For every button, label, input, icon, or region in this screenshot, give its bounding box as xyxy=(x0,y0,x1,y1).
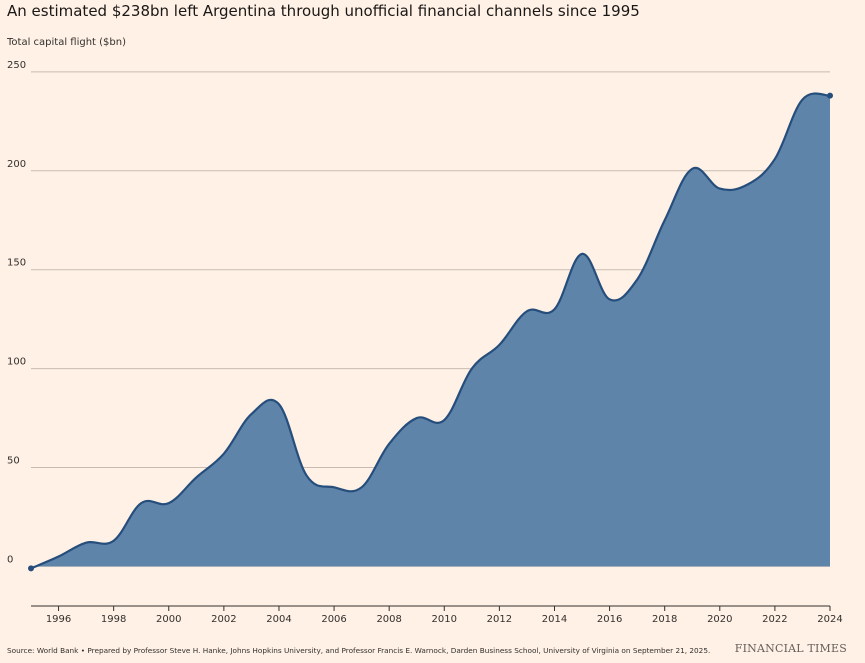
y-tick-label-100: 100 xyxy=(7,357,26,368)
x-tick-label-2006: 2006 xyxy=(321,614,346,625)
axes: 0 50 100 150 200 250 1996 1998 2000 2002 2004 2006 2… xyxy=(7,60,843,625)
x-tick-label-2018: 2018 xyxy=(652,614,677,625)
x-tick-label-2022: 2022 xyxy=(762,614,787,625)
data-point-1995 xyxy=(28,565,34,572)
x-tick-label-2008: 2008 xyxy=(376,614,401,625)
data-point-2024 xyxy=(827,92,833,99)
y-tick-label-200: 200 xyxy=(7,159,26,170)
x-tick-label-1996: 1996 xyxy=(46,614,71,625)
chart-title: An estimated $238bn left Argentina throu… xyxy=(7,2,640,20)
publisher-logo: FINANCIAL TIMES xyxy=(734,642,847,655)
data-area xyxy=(30,92,831,570)
x-tick-label-2014: 2014 xyxy=(542,614,567,625)
y-tick-label-150: 150 xyxy=(7,258,26,269)
source-note: Source: World Bank • Prepared by Profess… xyxy=(7,646,711,655)
y-tick-label-250: 250 xyxy=(7,60,26,71)
area-fill xyxy=(31,93,830,569)
x-tick-label-2002: 2002 xyxy=(211,614,236,625)
x-tick-label-1998: 1998 xyxy=(101,614,126,625)
x-tick-label-2000: 2000 xyxy=(156,614,181,625)
y-tick-label-50: 50 xyxy=(7,456,20,467)
x-tick-label-2010: 2010 xyxy=(432,614,457,625)
y-tick-label-0: 0 xyxy=(7,554,13,565)
data-points xyxy=(28,92,833,572)
y-axis-label: Total capital flight ($bn) xyxy=(7,37,127,48)
x-tick-label-2020: 2020 xyxy=(707,614,732,625)
area-line xyxy=(30,92,831,570)
x-tick-label-2024: 2024 xyxy=(817,614,842,625)
x-tick-label-2016: 2016 xyxy=(597,614,622,625)
x-tick-label-2012: 2012 xyxy=(487,614,512,625)
x-tick-label-2004: 2004 xyxy=(266,614,291,625)
